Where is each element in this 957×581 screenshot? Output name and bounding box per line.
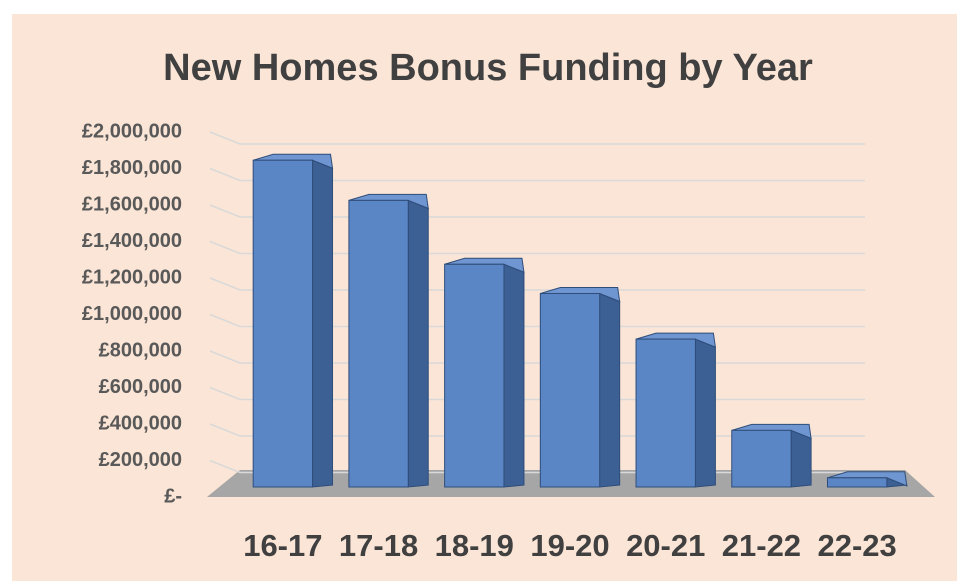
grid-line <box>209 131 865 145</box>
y-tick-label: £2,000,000 <box>82 120 182 142</box>
bar <box>348 199 409 488</box>
x-tick-label: 17-18 <box>339 528 418 563</box>
bar-side <box>503 263 525 488</box>
grid-line <box>209 240 865 255</box>
y-tick-label: £1,200,000 <box>82 266 182 288</box>
bar <box>635 338 696 488</box>
y-tick-label: £1,000,000 <box>82 303 182 325</box>
bar <box>252 159 314 488</box>
grid-line <box>209 277 865 291</box>
bar-side <box>599 292 621 488</box>
bar <box>444 263 505 488</box>
y-tick-label: £1,800,000 <box>82 157 182 179</box>
x-tick-label: 19-20 <box>530 528 609 563</box>
bar-side <box>694 338 716 488</box>
grid-line <box>209 204 865 218</box>
x-tick-label: 18-19 <box>435 528 514 563</box>
bar <box>731 429 792 488</box>
grid-line <box>209 313 865 328</box>
x-tick-label: 22-23 <box>817 528 896 563</box>
bar-side <box>790 429 812 488</box>
x-tick-label: 20-21 <box>626 528 705 563</box>
y-tick-label: £400,000 <box>99 412 182 434</box>
y-tick-label: £1,600,000 <box>82 193 182 215</box>
y-tick-label: £200,000 <box>99 449 182 471</box>
y-tick-label: £- <box>164 485 182 507</box>
x-tick-label: 21-22 <box>722 528 801 563</box>
y-tick-label: £800,000 <box>99 339 182 361</box>
y-tick-label: £600,000 <box>99 376 182 398</box>
y-tick-label: £1,400,000 <box>82 230 182 252</box>
bar-side <box>312 159 334 488</box>
bar <box>539 292 601 488</box>
chart-title: New Homes Bonus Funding by Year <box>163 47 813 89</box>
grid-line <box>209 167 865 182</box>
x-tick-label: 16-17 <box>243 528 322 563</box>
bar <box>826 477 888 488</box>
bar-side <box>407 199 429 488</box>
